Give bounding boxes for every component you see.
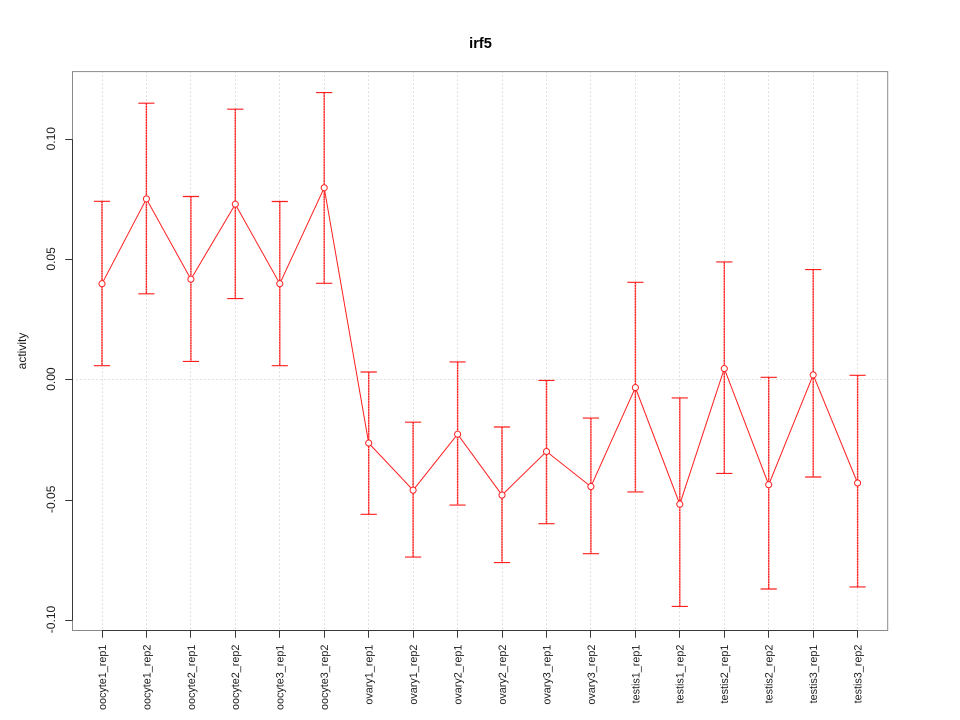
svg-text:activity: activity: [15, 333, 29, 370]
svg-text:0.00: 0.00: [44, 367, 58, 391]
svg-text:irf5: irf5: [469, 36, 492, 52]
svg-text:-0.05: -0.05: [44, 485, 58, 513]
svg-text:testis3_rep1: testis3_rep1: [808, 645, 820, 704]
svg-text:-0.10: -0.10: [44, 606, 58, 634]
svg-text:testis2_rep2: testis2_rep2: [764, 645, 776, 704]
svg-text:ovary1_rep1: ovary1_rep1: [364, 645, 376, 705]
svg-text:testis1_rep1: testis1_rep1: [630, 645, 642, 704]
svg-text:testis3_rep2: testis3_rep2: [853, 645, 865, 704]
svg-text:ovary3_rep1: ovary3_rep1: [541, 645, 553, 705]
svg-text:ovary3_rep2: ovary3_rep2: [586, 645, 598, 705]
svg-text:oocyte2_rep1: oocyte2_rep1: [186, 645, 198, 710]
svg-text:ovary2_rep2: ovary2_rep2: [497, 645, 509, 705]
svg-text:oocyte3_rep1: oocyte3_rep1: [275, 645, 287, 710]
svg-text:0.10: 0.10: [44, 127, 58, 151]
svg-text:oocyte1_rep1: oocyte1_rep1: [97, 645, 109, 710]
svg-text:testis2_rep1: testis2_rep1: [719, 645, 731, 704]
svg-text:testis1_rep2: testis1_rep2: [675, 645, 687, 704]
svg-text:ovary1_rep2: ovary1_rep2: [408, 645, 420, 705]
svg-text:ovary2_rep1: ovary2_rep1: [453, 645, 465, 705]
svg-text:oocyte1_rep2: oocyte1_rep2: [141, 645, 153, 710]
svg-text:oocyte3_rep2: oocyte3_rep2: [319, 645, 331, 710]
svg-text:0.05: 0.05: [44, 247, 58, 271]
svg-text:oocyte2_rep2: oocyte2_rep2: [230, 645, 242, 710]
